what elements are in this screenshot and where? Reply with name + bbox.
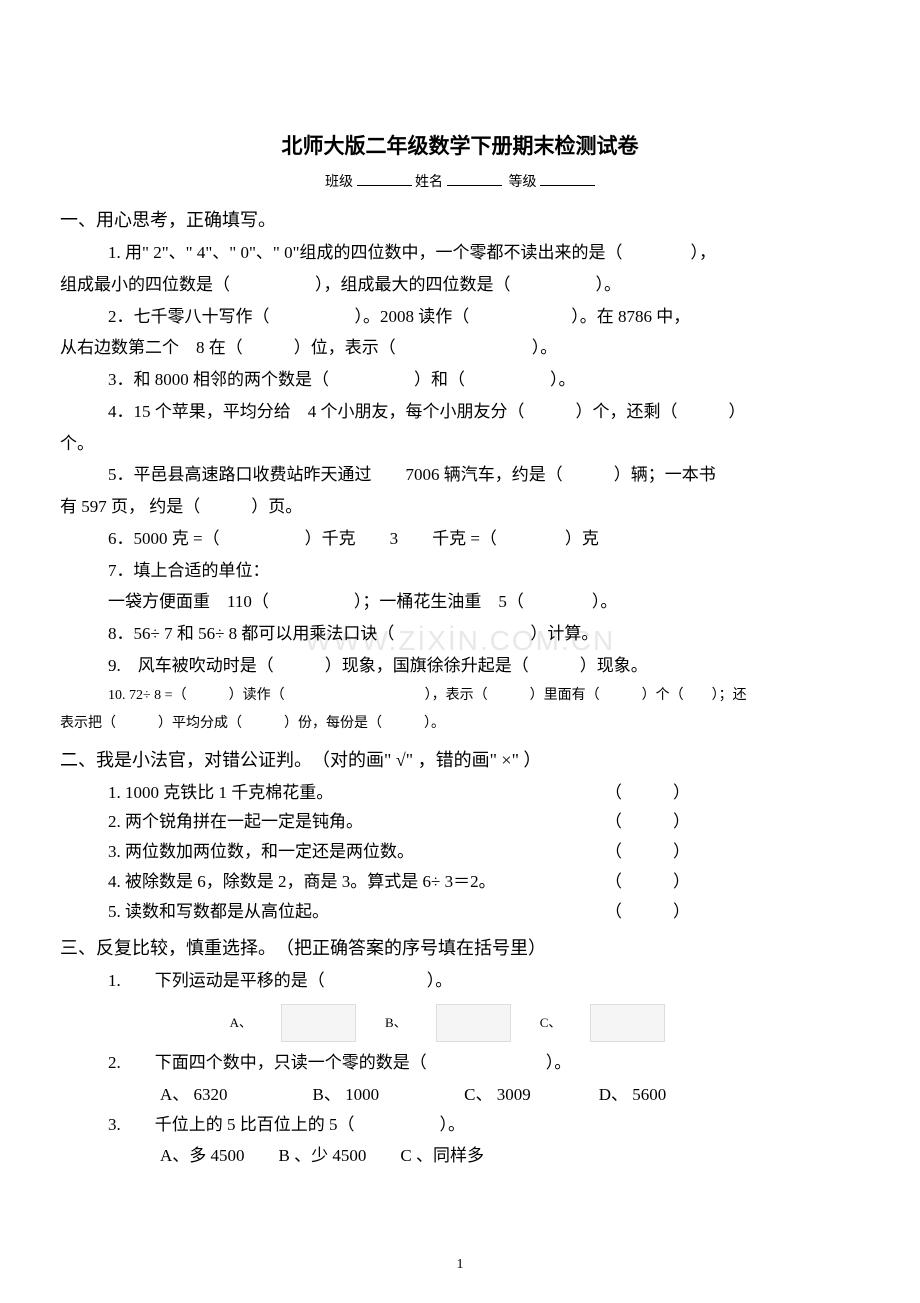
s2-item1: 1. 1000 克铁比 1 千克棉花重。 （ ） [60,778,860,808]
s2-item5-text: 5. 读数和写数都是从高位起。 [108,897,329,927]
s2-item3-text: 3. 两位数加两位数，和一定还是两位数。 [108,837,414,867]
img-label-c: C、 [540,1015,562,1030]
s3-q3: 3. 千位上的 5 比百位上的 5（ ）。 [60,1110,860,1140]
s2-item4-paren: （ ） [605,867,690,897]
s2-item1-text: 1. 1000 克铁比 1 千克棉花重。 [108,778,333,808]
s3-q1: 1. 下列运动是平移的是（ ）。 [60,966,860,996]
s1-q10b: 表示把（ ）平均分成（ ）份，每份是（ ）。 [60,711,860,738]
image-row: A、 B、 C、 [60,998,860,1048]
name-blank [447,170,502,186]
s1-q5a: 5．平邑县高速路口收费站昨天通过 7006 辆汽车，约是（ ）辆；一本书 [60,460,860,490]
s2-item3: 3. 两位数加两位数，和一定还是两位数。 （ ） [60,837,860,867]
s2-item4: 4. 被除数是 6，除数是 2，商是 3。算式是 6÷ 3＝2。 （ ） [60,867,860,897]
s1-q1a: 1. 用" 2"、" 4"、" 0"、" 0"组成的四位数中，一个零都不读出来的… [60,238,860,268]
s2-item1-paren: （ ） [605,778,690,808]
s1-q7b: 一袋方便面重 110（ ）；一桶花生油重 5（ ）。 [60,587,860,617]
s2-item2-text: 2. 两个锐角拼在一起一定是钝角。 [108,807,363,837]
s1-q8: 8．56÷ 7 和 56÷ 8 都可以用乘法口诀（ ）计算。 [60,619,860,649]
page-number: 1 [457,1257,464,1273]
img-label-b: B、 [385,1015,407,1030]
exam-title: 北师大版二年级数学下册期末检测试卷 [60,130,860,160]
s3-q3-choices: A、多 4500 B 、少 4500 C 、同样多 [60,1141,860,1171]
header-info: 班级 姓名 等级 [60,170,860,191]
s1-q3: 3．和 8000 相邻的两个数是（ ）和（ ）。 [60,365,860,395]
s1-q9: 9. 风车被吹动时是（ ）现象，国旗徐徐升起是（ ）现象。 [60,651,860,681]
s2-item5: 5. 读数和写数都是从高位起。 （ ） [60,897,860,927]
s1-q10a: 10. 72÷ 8 =（ ）读作（ ），表示（ ）里面有（ ）个（ ）；还 [60,683,860,710]
s2-item2-paren: （ ） [605,807,690,837]
class-label: 班级 [325,175,353,190]
grade-blank [540,170,595,186]
s3-q2-choices: A、 6320 B、 1000 C、 3009 D、 5600 [60,1080,860,1110]
s3-q2: 2. 下面四个数中，只读一个零的数是（ ）。 [60,1048,860,1078]
s2-item5-paren: （ ） [605,897,690,927]
s2-item4-text: 4. 被除数是 6，除数是 2，商是 3。算式是 6÷ 3＝2。 [108,867,496,897]
s1-q2a: 2．七千零八十写作（ ）。2008 读作（ ）。在 8786 中， [60,302,860,332]
name-label: 姓名 [415,175,443,190]
grade-label: 等级 [509,175,537,190]
image-b [436,1004,511,1042]
s2-item3-paren: （ ） [605,837,690,867]
image-a [281,1004,356,1042]
s1-q7: 7．填上合适的单位： [60,556,860,586]
image-c [590,1004,665,1042]
s1-q1b: 组成最小的四位数是（ ），组成最大的四位数是（ ）。 [60,270,860,300]
class-blank [357,170,412,186]
section3-heading: 三、反复比较，慎重选择。 （把正确答案的序号填在括号里） [60,934,860,960]
s1-q4a: 4．15 个苹果，平均分给 4 个小朋友，每个小朋友分（ ）个，还剩（ ） [60,397,860,427]
s1-q2b: 从右边数第二个 8 在（ ）位，表示（ ）。 [60,333,860,363]
s1-q6: 6．5000 克 =（ ）千克 3 千克 =（ ）克 [60,524,860,554]
s2-item2: 2. 两个锐角拼在一起一定是钝角。 （ ） [60,807,860,837]
section2-heading: 二、我是小法官，对错公证判。 （对的画" √" ，错的画" ×" ） [60,746,860,772]
s1-q4b: 个。 [60,429,860,459]
img-label-a: A、 [230,1015,252,1030]
s1-q5b: 有 597 页， 约是（ ）页。 [60,492,860,522]
section1-heading: 一、用心思考，正确填写。 [60,206,860,232]
